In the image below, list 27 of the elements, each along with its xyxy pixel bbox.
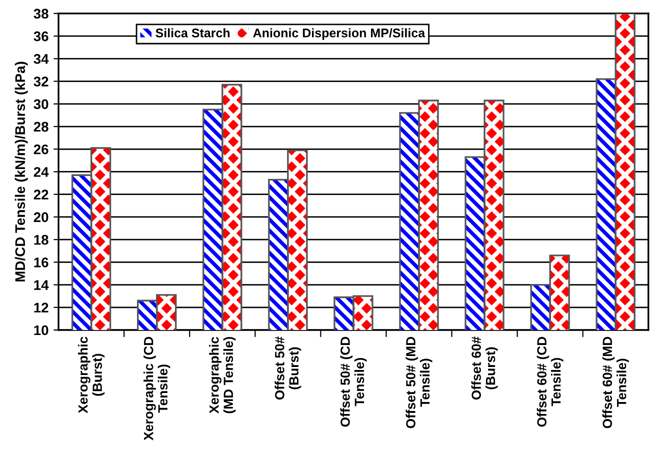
legend-label: Silica Starch <box>156 28 230 38</box>
y-axis-title: MD/CD Tensile (kN/m)/Burst (kPa) <box>14 62 28 282</box>
y-tick-label: 12 <box>34 302 48 312</box>
y-tick-label: 26 <box>34 144 48 154</box>
y-tick-label: 30 <box>34 99 48 110</box>
y-tick-label: 14 <box>34 280 49 290</box>
x-tick-label: Offset 60# (CD Tensile) <box>536 336 564 427</box>
x-tick-label: Xerographic (MD Tensile) <box>209 336 236 414</box>
y-tick-label: 20 <box>34 212 48 222</box>
x-tick-label: Offset 50# (Burst) <box>274 336 302 400</box>
legend-label: Anionic Dispersion MP/Silica <box>253 28 426 40</box>
y-tick-label: 32 <box>34 76 48 86</box>
y-tick-label: 38 <box>34 8 48 19</box>
x-tick-label: Xerographic (Burst) <box>78 336 105 414</box>
y-tick-label: 18 <box>34 234 48 245</box>
y-tick-label: 36 <box>34 31 48 42</box>
y-tick-label: 28 <box>34 122 48 132</box>
y-tick-label: 10 <box>34 325 48 336</box>
y-tick-label: 34 <box>34 54 49 64</box>
y-tick-label: 22 <box>34 190 48 200</box>
y-tick-label: 16 <box>34 258 48 268</box>
x-tick-label: Offset 50# (CD Tensile) <box>340 336 367 427</box>
x-tick-label: Offset 50# (MD Tensile) <box>406 336 432 428</box>
y-tick-label: 24 <box>34 167 49 177</box>
x-tick-label: Offset 60# (Burst) <box>471 336 498 400</box>
x-tick-label: Xerographic (CD Tensile) <box>144 336 170 440</box>
x-tick-label: Offset 60# (MD Tensile) <box>602 336 629 428</box>
